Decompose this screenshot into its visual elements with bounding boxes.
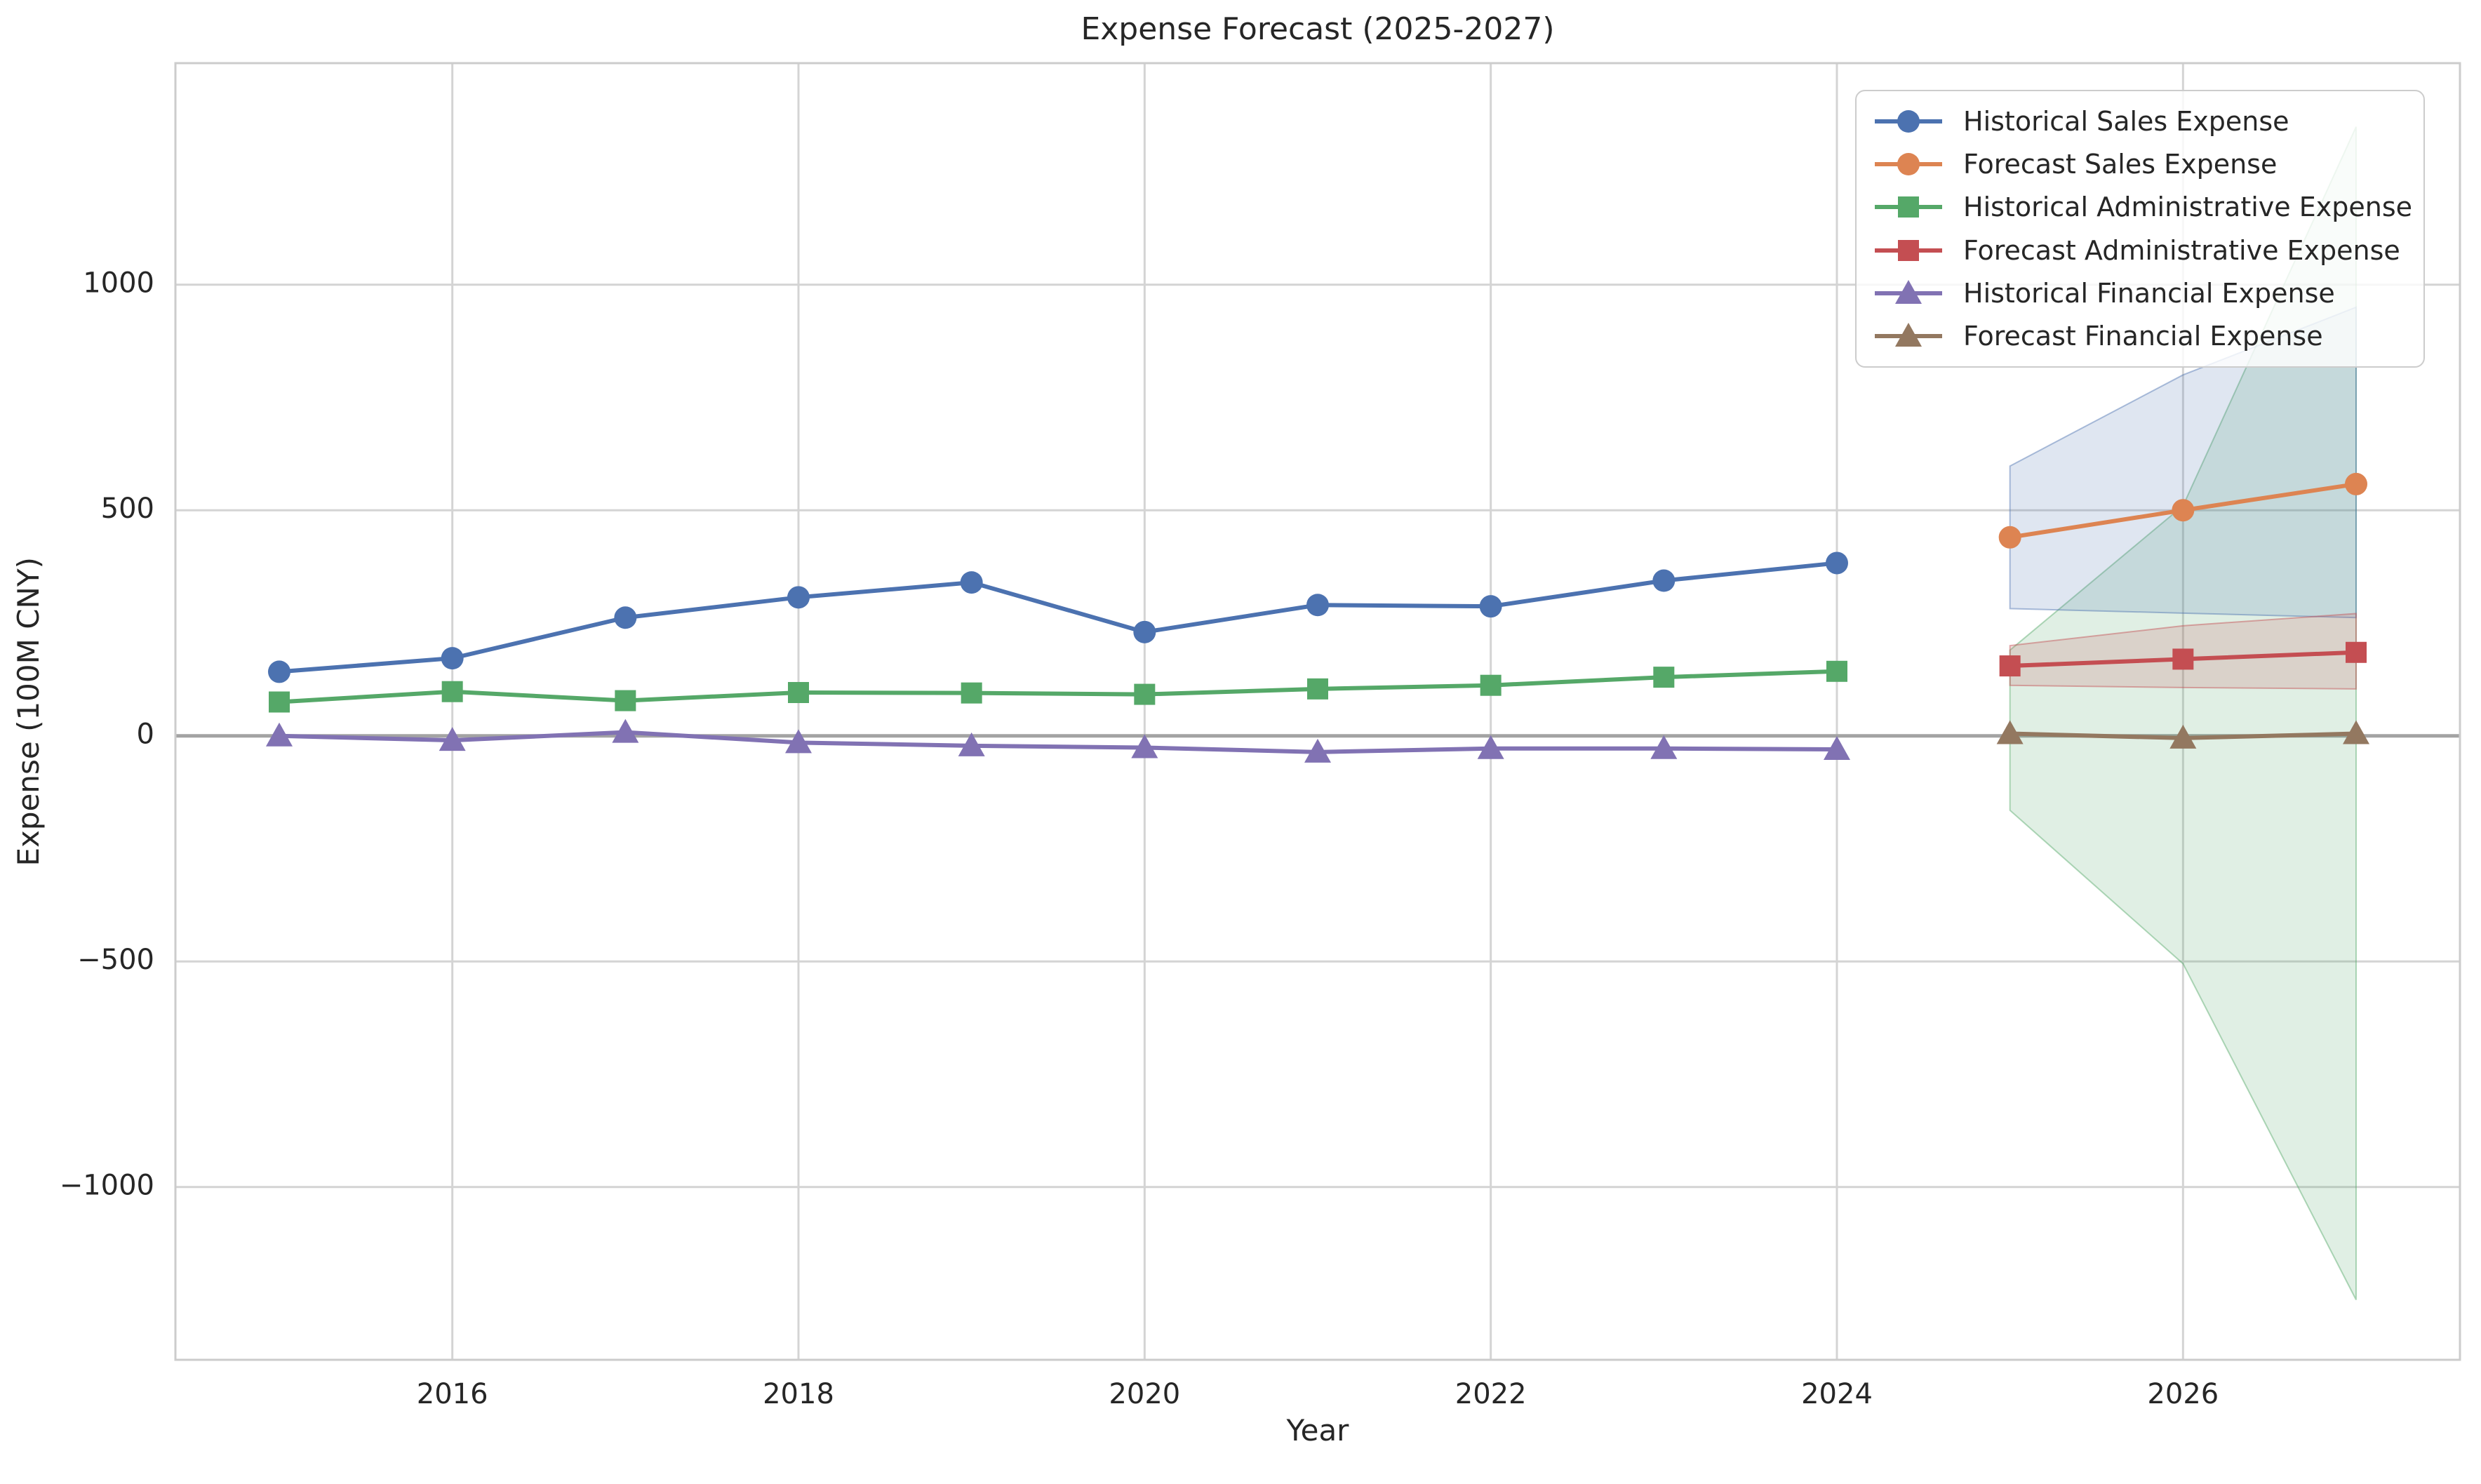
data-point-marker-historical-financial-expense (785, 729, 812, 754)
legend-marker-sample (1895, 323, 1922, 347)
data-point-marker-historical-sales-expense (441, 647, 464, 670)
data-point-marker-historical-sales-expense (787, 586, 810, 609)
data-point-marker-historical-administrative-expense (1480, 674, 1502, 696)
series-forecast-sales-expense (1998, 472, 2367, 549)
x-tick-label: 2016 (417, 1378, 488, 1410)
data-point-marker-forecast-financial-expense (2343, 720, 2369, 744)
legend-label-historical-administrative-expense: Historical Administrative Expense (1963, 192, 2413, 223)
data-point-marker-forecast-financial-expense (2169, 724, 2197, 749)
data-point-marker-historical-sales-expense (960, 571, 983, 594)
x-tick-label: 2020 (1109, 1378, 1180, 1410)
square-marker-icon (1875, 196, 1942, 218)
legend-marker-sample (1895, 279, 1922, 304)
data-point-marker-historical-financial-expense (1304, 738, 1331, 763)
data-point-marker-historical-administrative-expense (269, 691, 290, 713)
x-tick-label: 2022 (1455, 1378, 1527, 1410)
series-line-historical-financial-expense (279, 730, 1838, 754)
legend-label-forecast-sales-expense: Forecast Sales Expense (1963, 148, 2278, 180)
data-point-marker-historical-financial-expense (1477, 735, 1504, 759)
legend-marker-sample (1897, 109, 1920, 133)
data-point-marker-historical-administrative-expense (1134, 683, 1156, 705)
data-point-marker-historical-administrative-expense (1307, 678, 1328, 700)
legend-label-historical-sales-expense: Historical Sales Expense (1963, 105, 2289, 137)
data-point-marker-historical-financial-expense (439, 727, 466, 751)
legend-label-historical-financial-expense: Historical Financial Expense (1963, 277, 2335, 309)
series-historical-sales-expense (268, 552, 1848, 683)
data-point-marker-historical-administrative-expense (788, 681, 809, 703)
legend-item-forecast-administrative-expense: Forecast Administrative Expense (1872, 235, 2408, 266)
circle-marker-icon (1875, 152, 1942, 175)
x-tick-label: 2026 (2147, 1378, 2219, 1410)
data-point-marker-historical-administrative-expense (961, 682, 982, 704)
triangle-marker-icon (1875, 323, 1942, 347)
y-tick-label: −1000 (60, 1170, 154, 1202)
y-axis-label: Expense (100M CNY) (11, 556, 46, 867)
data-point-marker-historical-financial-expense (958, 732, 985, 756)
data-point-marker-historical-sales-expense (1652, 569, 1676, 592)
series-historical-financial-expense (266, 718, 1850, 763)
data-point-marker-historical-sales-expense (268, 660, 290, 683)
data-point-marker-historical-sales-expense (1479, 595, 1502, 618)
y-axis-label-wrap: Expense (100M CNY) (11, 63, 46, 1360)
data-point-marker-forecast-administrative-expense (2172, 648, 2194, 670)
y-tick-label: 0 (137, 718, 154, 751)
data-point-marker-historical-administrative-expense (1653, 667, 1675, 688)
data-point-marker-historical-financial-expense (1131, 734, 1158, 758)
confidence-band-forecast-sales-expense (2009, 306, 2357, 619)
series-line-historical-sales-expense (279, 561, 1838, 674)
data-point-marker-forecast-sales-expense (2345, 472, 2367, 495)
legend-item-historical-administrative-expense: Historical Administrative Expense (1872, 192, 2412, 222)
legend-item-forecast-financial-expense: Forecast Financial Expense (1872, 321, 2408, 352)
y-tick-label: 1000 (83, 267, 154, 300)
data-point-marker-forecast-financial-expense (1996, 720, 2024, 744)
legend: Historical Sales Expense Forecast Sales E… (1855, 90, 2425, 368)
y-tick-label: −500 (77, 944, 154, 976)
data-point-marker-historical-financial-expense (1824, 736, 1850, 761)
series-forecast-financial-expense (1996, 720, 2369, 749)
circle-marker-icon (1875, 109, 1942, 133)
data-point-marker-historical-sales-expense (1133, 620, 1156, 643)
legend-marker-sample (1897, 152, 1920, 175)
legend-label-forecast-administrative-expense: Forecast Administrative Expense (1963, 234, 2400, 266)
data-point-marker-forecast-sales-expense (1998, 526, 2021, 549)
x-tick-label: 2024 (1801, 1378, 1873, 1410)
data-point-marker-historical-financial-expense (612, 718, 639, 743)
data-point-marker-historical-financial-expense (266, 722, 293, 747)
data-point-marker-historical-administrative-expense (615, 690, 636, 711)
data-point-marker-historical-sales-expense (1826, 552, 1848, 575)
y-tick-label: 500 (101, 493, 154, 525)
legend-label-forecast-financial-expense: Forecast Financial Expense (1963, 321, 2323, 352)
legend-item-historical-financial-expense: Historical Financial Expense (1872, 278, 2408, 309)
square-marker-icon (1875, 239, 1942, 261)
triangle-marker-icon (1875, 279, 1942, 304)
series-line-historical-administrative-expense (279, 669, 1838, 704)
legend-item-historical-sales-expense: Historical Sales Expense (1872, 106, 2408, 137)
data-point-marker-historical-administrative-expense (1826, 660, 1847, 682)
chart-title: Expense Forecast (2025-2027) (1081, 11, 1555, 47)
data-point-marker-historical-sales-expense (1306, 594, 1329, 617)
data-point-marker-historical-financial-expense (1650, 735, 1678, 759)
series-forecast-administrative-expense (1999, 641, 2367, 677)
legend-marker-sample (1898, 239, 1919, 261)
data-point-marker-forecast-administrative-expense (1999, 655, 2021, 677)
data-point-marker-forecast-sales-expense (2172, 499, 2195, 522)
data-point-marker-historical-administrative-expense (441, 681, 463, 702)
data-point-marker-forecast-administrative-expense (2346, 641, 2367, 663)
data-point-marker-historical-sales-expense (614, 606, 637, 629)
plot-border (174, 62, 2461, 1361)
series-historical-administrative-expense (269, 660, 1847, 713)
legend-marker-sample (1898, 196, 1919, 218)
x-axis-label: Year (1286, 1413, 1349, 1448)
x-tick-label: 2018 (763, 1378, 834, 1410)
legend-item-forecast-sales-expense: Forecast Sales Expense (1872, 149, 2408, 180)
